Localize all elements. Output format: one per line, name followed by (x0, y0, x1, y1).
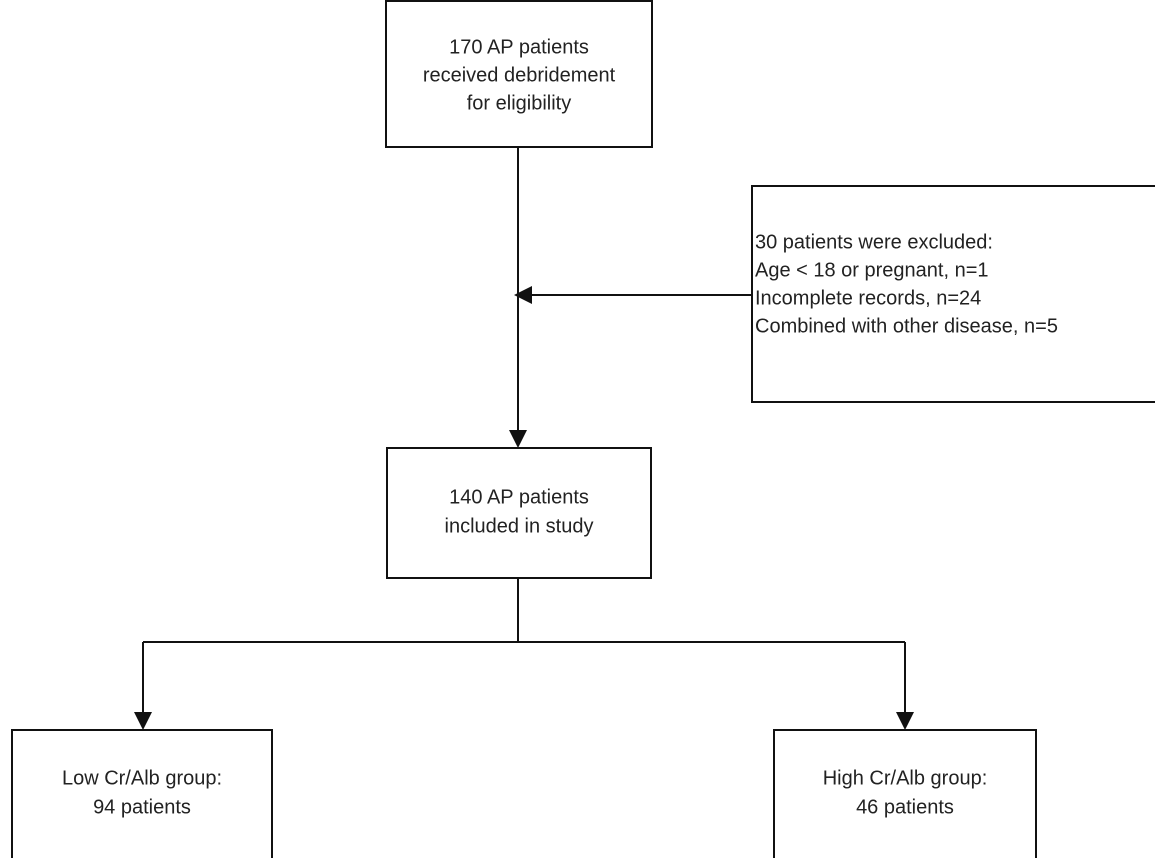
arrowhead (134, 712, 152, 730)
exclusion-box (751, 185, 1155, 403)
node-text: 170 AP patients (449, 36, 589, 58)
node-text: 140 AP patients (449, 486, 589, 508)
screening-box (385, 0, 653, 148)
node-text: Combined with other disease, n=5 (755, 315, 1058, 337)
node-text: 30 patients were excluded: (755, 231, 993, 253)
included-box (386, 447, 652, 579)
node-text: for eligibility (467, 92, 571, 114)
node-text: included in study (445, 515, 594, 537)
arrowhead (896, 712, 914, 730)
low-group-box (11, 729, 273, 858)
node-text: received debridement (423, 64, 616, 86)
arrowhead (509, 430, 527, 448)
node-text: Age < 18 or pregnant, n=1 (755, 259, 989, 281)
high-group-box (773, 729, 1037, 858)
node-text: High Cr/Alb group: (823, 767, 988, 789)
node-text: 46 patients (856, 796, 954, 818)
node-text: Incomplete records, n=24 (755, 287, 981, 309)
node-text: 94 patients (93, 796, 191, 818)
node-text: Low Cr/Alb group: (62, 767, 222, 789)
arrowhead (514, 286, 532, 304)
